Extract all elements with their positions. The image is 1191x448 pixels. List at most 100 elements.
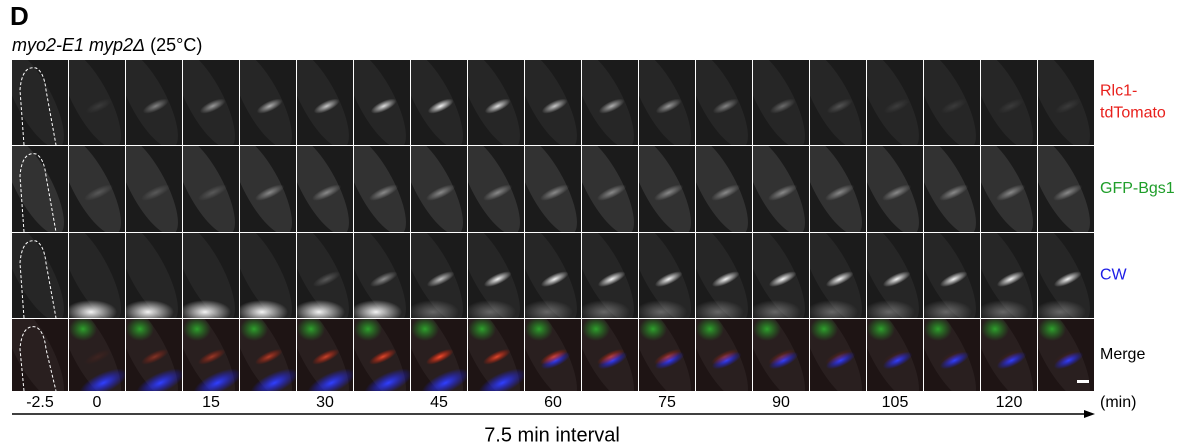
cell xyxy=(183,60,235,145)
time-label: 105 xyxy=(882,394,909,411)
tile-content xyxy=(867,60,919,145)
tile-content xyxy=(924,146,976,232)
image-tile xyxy=(411,146,467,232)
bgs-signal xyxy=(84,184,114,201)
cell xyxy=(1038,60,1090,145)
merge-blue xyxy=(193,368,239,391)
image-tile xyxy=(981,60,1037,145)
cw-bottom xyxy=(525,300,573,318)
tile-content xyxy=(639,319,691,391)
image-tile xyxy=(12,319,68,391)
merge-red xyxy=(996,349,1024,365)
image-tile xyxy=(582,233,638,318)
tile-bg xyxy=(12,146,68,232)
tile-content xyxy=(240,60,292,145)
tile-content xyxy=(468,319,524,391)
cell xyxy=(468,146,520,232)
cell xyxy=(411,60,463,145)
merge-red xyxy=(426,349,454,365)
merge-red xyxy=(540,349,568,365)
image-tile xyxy=(753,233,809,318)
tile-content xyxy=(126,146,178,232)
merge-red xyxy=(198,349,226,365)
merge-red xyxy=(312,349,340,365)
cw-septum xyxy=(825,271,854,287)
cell xyxy=(297,233,349,318)
cell xyxy=(468,233,520,318)
cell xyxy=(126,146,178,232)
tile-content xyxy=(696,233,748,318)
tile-content xyxy=(69,319,125,391)
merge-blue xyxy=(250,368,296,391)
bgs-signal xyxy=(597,184,627,201)
cw-bottom xyxy=(696,300,744,318)
merge-red xyxy=(882,349,910,365)
channel-label: GFP-Bgs1 xyxy=(1100,180,1175,197)
cell xyxy=(525,60,577,145)
merge-green xyxy=(1038,319,1066,341)
image-tile xyxy=(696,60,752,145)
cw-septum xyxy=(996,271,1025,287)
ring-signal xyxy=(313,98,340,114)
merge-blue xyxy=(307,368,353,391)
bgs-signal xyxy=(882,184,912,201)
ring-signal xyxy=(655,98,682,114)
image-tile xyxy=(867,233,923,318)
merge-green xyxy=(924,319,952,341)
image-tile xyxy=(126,319,182,391)
image-tile xyxy=(525,319,581,391)
image-tile xyxy=(582,319,638,391)
image-tile xyxy=(354,233,410,318)
time-label: -2.5 xyxy=(26,394,54,411)
cell xyxy=(354,60,406,145)
image-tile xyxy=(297,233,353,318)
cell xyxy=(810,60,862,145)
image-tile xyxy=(981,233,1037,318)
merge-green xyxy=(354,319,382,341)
cell xyxy=(867,233,919,318)
ring-signal xyxy=(1054,98,1081,114)
merge-red xyxy=(1053,349,1081,365)
tile-content xyxy=(639,60,691,145)
tile-content xyxy=(981,60,1033,145)
cw-septum xyxy=(1053,271,1082,287)
merge-green xyxy=(468,319,496,341)
bgs-signal xyxy=(768,184,798,201)
bgs-signal xyxy=(1053,184,1083,201)
time-label: 0 xyxy=(93,394,102,411)
ring-signal xyxy=(199,98,226,114)
image-tile xyxy=(411,233,467,318)
ring-signal xyxy=(484,98,511,114)
strain: myo2-E1 myp2Δ xyxy=(12,35,145,55)
ring-signal xyxy=(370,98,397,114)
tile-content xyxy=(297,60,349,145)
merge-red xyxy=(255,349,283,365)
cell xyxy=(924,233,976,318)
tile-content xyxy=(354,233,406,318)
tile-content xyxy=(1038,319,1090,391)
tile-content xyxy=(183,60,235,145)
cell xyxy=(354,146,406,232)
cell xyxy=(810,146,862,232)
cw-bottom xyxy=(354,300,402,318)
tile-content xyxy=(582,146,634,232)
bgs-signal xyxy=(369,184,399,201)
image-tile xyxy=(240,60,296,145)
image-tile xyxy=(468,60,524,145)
bgs-signal xyxy=(483,184,513,201)
merge-red xyxy=(84,349,112,365)
tile-content xyxy=(126,319,182,391)
bgs-signal xyxy=(654,184,684,201)
image-tile xyxy=(126,146,182,232)
cell xyxy=(126,233,178,318)
cell-outline xyxy=(19,240,57,318)
tile-content xyxy=(867,319,919,391)
cw-septum xyxy=(597,271,626,287)
merge-green xyxy=(696,319,724,341)
tile-content xyxy=(183,233,235,318)
image-tile xyxy=(126,60,182,145)
image-tile xyxy=(525,233,581,318)
tile-content xyxy=(297,146,349,232)
cell xyxy=(468,60,520,145)
